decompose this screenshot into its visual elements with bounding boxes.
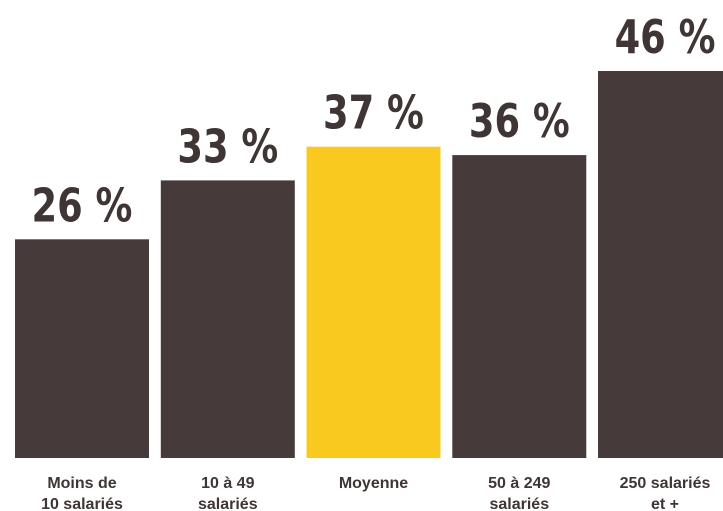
bar-3 [452,155,587,458]
bar-4 [598,71,723,458]
value-labels-layer: 26 % 33 % 37 % 36 % 46 % [32,10,716,232]
value-label-3: 36 % [469,94,570,148]
category-label-0-line-0: Moins de [47,475,116,492]
category-label-0-line-1: 10 salariés [41,496,123,511]
category-label-2-line-0: Moyenne [339,475,408,492]
category-labels-layer: Moins de 10 salariés 10 à 49 salariés Moyenn… [41,475,710,511]
bar-0 [15,239,149,458]
bar-2 [306,146,441,458]
value-label-1: 33 % [177,119,278,173]
category-label-1-line-0: 10 à 49 [201,475,254,492]
value-label-2: 37 % [323,86,424,140]
category-label-4-line-1: et + [651,496,679,511]
category-label-1-line-1: salariés [198,496,258,511]
value-label-4: 46 % [615,10,716,64]
category-label-4-line-0: 250 salariés [620,475,711,492]
bars-layer [15,71,723,458]
value-label-0: 26 % [32,178,133,232]
category-label-3-line-0: 50 à 249 [488,475,550,492]
bar-1 [160,180,295,458]
category-label-3-line-1: salariés [489,496,549,511]
